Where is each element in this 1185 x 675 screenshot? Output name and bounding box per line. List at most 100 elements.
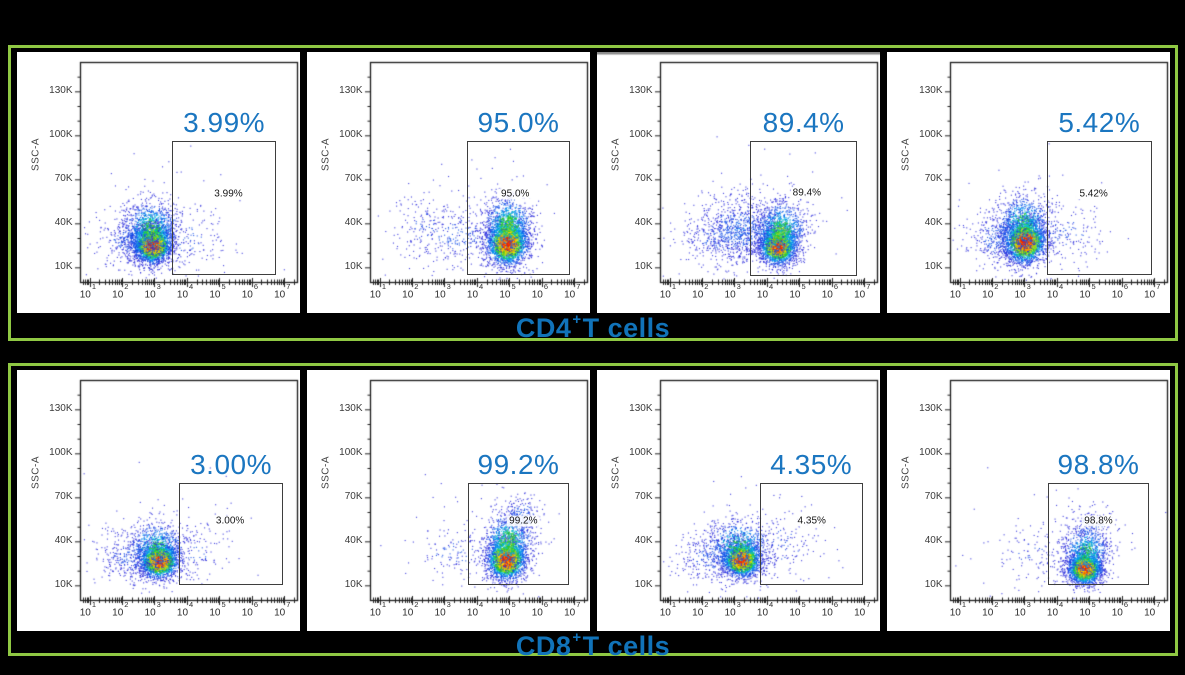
x-tick-exponent: 7 xyxy=(866,282,871,291)
x-tick-label: 106 xyxy=(241,282,258,301)
y-tick-label: 40K xyxy=(344,535,363,547)
x-tick-base: 10 xyxy=(369,289,381,301)
x-tick-base: 10 xyxy=(1014,607,1026,619)
x-tick-exponent: 4 xyxy=(479,282,484,291)
x-tick-label: 107 xyxy=(854,600,870,619)
x-tick-exponent: 3 xyxy=(156,282,161,291)
x-tick-label: 105 xyxy=(209,600,225,618)
scatter-canvas xyxy=(306,370,590,631)
y-tick-label: 100K xyxy=(629,447,653,459)
x-tick-label: 102 xyxy=(982,600,998,619)
gate-percent-large: 4.35% xyxy=(770,448,853,480)
x-tick-base: 10 xyxy=(692,289,704,301)
x-tick-base: 10 xyxy=(1014,289,1026,301)
gate-percent-small: 3.00% xyxy=(213,515,247,527)
x-tick-label: 104 xyxy=(1047,282,1063,300)
x-tick-base: 10 xyxy=(112,289,124,301)
gate-rect[interactable] xyxy=(171,141,277,275)
x-tick-label: 101 xyxy=(659,600,676,619)
x-tick-label: 105 xyxy=(209,282,225,300)
x-tick-label: 103 xyxy=(725,600,741,618)
x-tick-base: 10 xyxy=(854,607,866,619)
x-tick-base: 10 xyxy=(241,289,253,301)
x-tick-base: 10 xyxy=(659,607,671,619)
y-tick-label: 40K xyxy=(924,535,943,547)
x-tick-base: 10 xyxy=(79,607,91,619)
x-tick-base: 10 xyxy=(434,607,446,619)
x-tick-base: 10 xyxy=(1079,607,1091,619)
x-tick-base: 10 xyxy=(854,289,866,301)
x-tick-label: 102 xyxy=(692,282,708,301)
x-tick-label: 106 xyxy=(821,282,838,301)
x-tick-base: 10 xyxy=(982,607,994,619)
x-tick-exponent: 6 xyxy=(543,600,549,609)
x-tick-exponent: 5 xyxy=(221,282,226,291)
cd8-panel-group: SSC-A 10K 40K 70K 100K 130K 101 102 103 104 105 106… xyxy=(8,363,1178,661)
gate-rect[interactable] xyxy=(468,482,569,586)
x-tick-exponent: 5 xyxy=(801,600,806,609)
x-tick-exponent: 6 xyxy=(1123,600,1129,609)
flow-panel: SSC-A 10K 40K 70K 100K 130K 101 102 103 104 105 106… xyxy=(306,52,590,313)
x-tick-exponent: 6 xyxy=(1123,282,1129,291)
y-tick-label: 10K xyxy=(54,261,73,273)
cd4-panel-group: SSC-A 10K 40K 70K 100K 130K 101 102 103 104 105 106… xyxy=(8,45,1178,344)
x-tick-base: 10 xyxy=(949,607,961,619)
x-tick-base: 10 xyxy=(1144,607,1156,619)
gate-percent-large: 3.00% xyxy=(190,448,273,480)
gate-rect[interactable] xyxy=(1048,482,1149,586)
x-tick-label: 104 xyxy=(177,600,193,618)
x-tick-label: 107 xyxy=(274,282,290,300)
x-tick-exponent: 3 xyxy=(736,600,741,609)
gate-rect[interactable] xyxy=(750,141,858,277)
y-tick-label: 100K xyxy=(49,447,73,459)
x-tick-base: 10 xyxy=(724,289,736,301)
x-tick-exponent: 4 xyxy=(1059,282,1064,291)
gate-percent-small: 95.0% xyxy=(499,188,532,200)
x-tick-label: 104 xyxy=(1047,600,1063,618)
x-tick-base: 10 xyxy=(531,607,543,619)
x-tick-base: 10 xyxy=(176,289,189,301)
x-tick-label: 102 xyxy=(402,282,418,300)
gate-rect[interactable] xyxy=(467,141,570,275)
gate-rect[interactable] xyxy=(759,482,863,586)
x-tick-exponent: 3 xyxy=(446,282,451,291)
cd4-row-title: CD4 + T cells xyxy=(11,311,1175,344)
x-tick-exponent: 6 xyxy=(253,600,259,609)
x-tick-exponent: 1 xyxy=(671,282,677,291)
x-tick-exponent: 4 xyxy=(769,282,774,291)
x-tick-label: 101 xyxy=(369,600,386,619)
x-tick-base: 10 xyxy=(821,289,833,301)
x-tick-base: 10 xyxy=(144,289,156,301)
x-tick-base: 10 xyxy=(369,607,381,619)
x-tick-exponent: 5 xyxy=(1091,600,1096,609)
x-tick-label: 106 xyxy=(531,282,548,301)
x-tick-exponent: 2 xyxy=(994,600,999,609)
x-tick-label: 101 xyxy=(79,600,96,619)
x-tick-label: 102 xyxy=(402,600,418,618)
row-title-text: CD8 xyxy=(515,631,572,661)
x-tick-label: 104 xyxy=(756,282,773,301)
x-tick-base: 10 xyxy=(756,289,769,301)
y-tick-label: 100K xyxy=(919,129,943,141)
x-tick-base: 10 xyxy=(1111,289,1123,301)
x-tick-base: 10 xyxy=(531,289,543,301)
x-tick-label: 101 xyxy=(949,282,966,301)
scatter-canvas xyxy=(306,52,590,313)
y-tick-label: 10K xyxy=(344,261,363,273)
x-tick-base: 10 xyxy=(949,289,961,301)
x-tick-label: 103 xyxy=(144,282,161,301)
x-tick-exponent: 4 xyxy=(189,600,194,609)
gate-percent-small: 99.2% xyxy=(507,515,540,527)
row-title-superscript: + xyxy=(572,311,582,328)
y-tick-label: 10K xyxy=(924,261,943,273)
x-tick-base: 10 xyxy=(821,607,833,619)
y-tick-label: 70K xyxy=(54,173,73,185)
gate-rect[interactable] xyxy=(179,482,283,586)
x-tick-base: 10 xyxy=(466,607,479,619)
x-tick-label: 102 xyxy=(112,282,128,301)
y-tick-label: 40K xyxy=(54,217,73,229)
gate-percent-large: 99.2% xyxy=(477,448,560,480)
y-tick-label: 40K xyxy=(634,217,653,229)
gate-rect[interactable] xyxy=(1046,141,1152,275)
